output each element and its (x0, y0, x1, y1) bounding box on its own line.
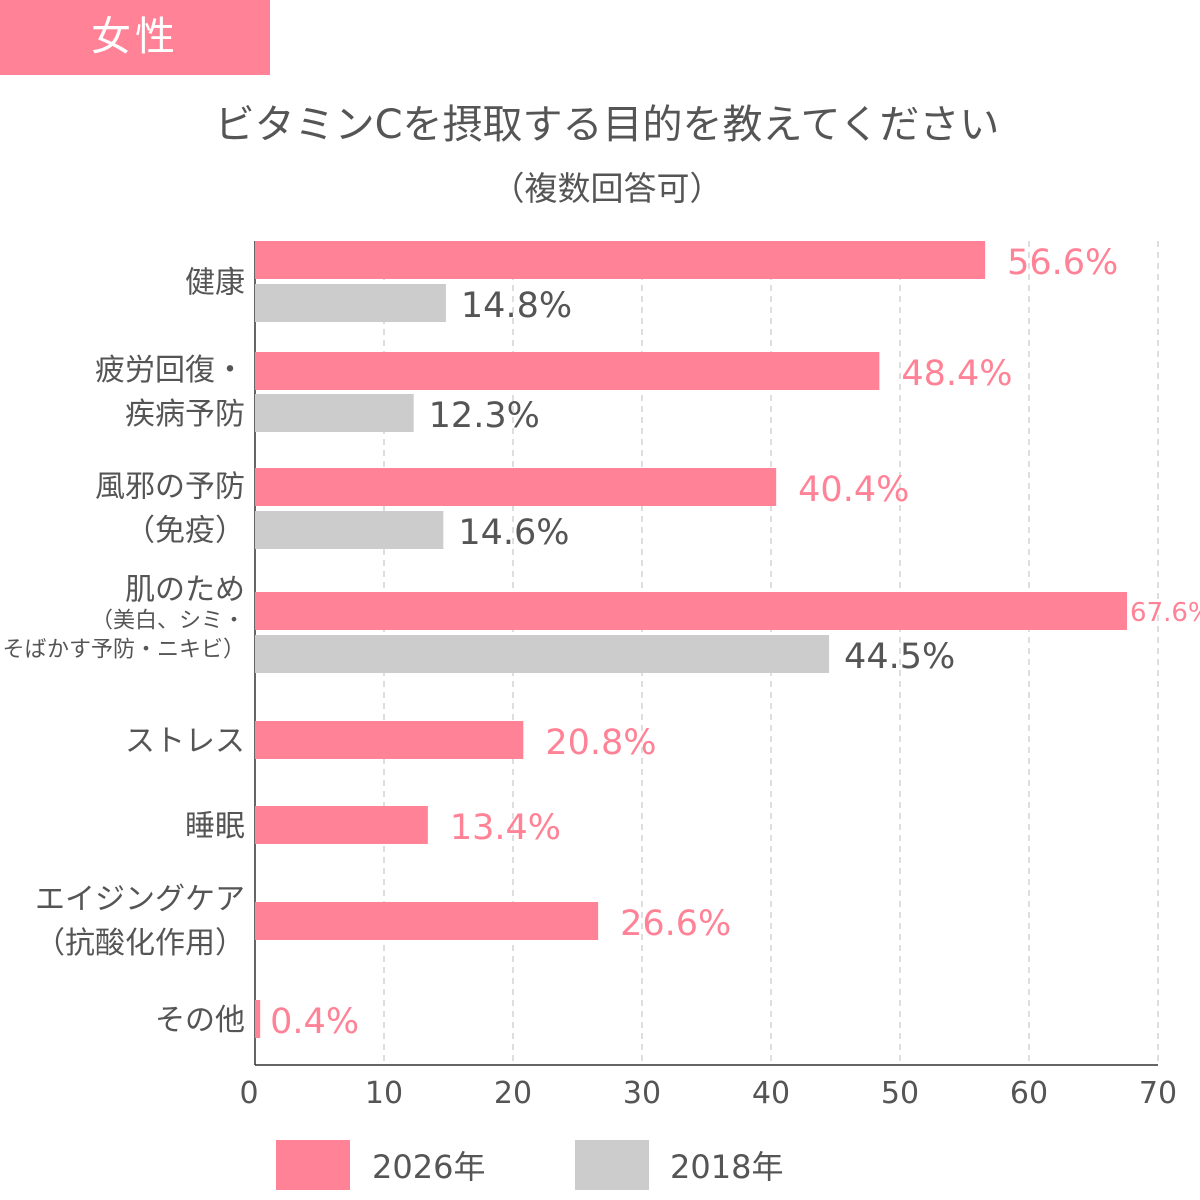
legend-label: 2026年 (372, 1148, 485, 1186)
bar-2026 (255, 241, 986, 279)
value-label-2026: 56.6% (1007, 243, 1118, 283)
category-label: （美白、シミ・ (91, 609, 245, 634)
category-label: ストレス (125, 724, 245, 759)
category-label: 肌のため (125, 573, 245, 608)
category-label: 疾病予防 (125, 397, 245, 432)
value-label-2026: 48.4% (901, 354, 1012, 394)
value-label-2026: 26.6% (620, 904, 731, 944)
legend-swatch (575, 1140, 649, 1190)
bar-2026 (255, 592, 1128, 630)
x-tick-label: 40 (752, 1076, 790, 1111)
x-tick-label: 60 (1010, 1076, 1048, 1111)
bar-2026 (255, 468, 777, 506)
category-label: その他 (155, 1003, 245, 1038)
x-tick-label: 0 (239, 1076, 258, 1111)
chart-subtitle: （複数回答可） (491, 169, 723, 208)
value-label-2026: 67.6% (1130, 598, 1200, 628)
value-label-2026: 0.4% (270, 1002, 359, 1042)
bar-2026 (255, 806, 428, 844)
bar-2026 (255, 902, 599, 940)
category-label: 健康 (185, 266, 245, 301)
legend-label: 2018年 (670, 1148, 783, 1186)
value-label-2026: 20.8% (545, 723, 656, 763)
x-tick-label: 30 (623, 1076, 661, 1111)
bar-2026 (255, 352, 880, 390)
value-label-2018: 14.6% (458, 513, 569, 553)
value-label-2018: 12.3% (429, 396, 540, 436)
bar-2026 (255, 1000, 261, 1038)
value-label-2026: 40.4% (798, 470, 909, 510)
category-label: （抗酸化作用） (35, 926, 245, 961)
value-label-2018: 44.5% (844, 637, 955, 677)
x-tick-label: 70 (1139, 1076, 1177, 1111)
x-tick-label: 10 (365, 1076, 403, 1111)
category-label: （免疫） (125, 514, 245, 549)
value-label-2018: 14.8% (461, 286, 572, 326)
bar-2018 (255, 635, 830, 673)
x-tick-label: 50 (881, 1076, 919, 1111)
bar-2018 (255, 284, 446, 322)
bar-2018 (255, 511, 444, 549)
category-label: そばかす予防・ニキビ） (3, 638, 245, 663)
legend-swatch (276, 1140, 350, 1190)
category-label: エイジングケア (35, 882, 245, 917)
bar-2026 (255, 721, 524, 759)
gender-badge: 女性 (0, 0, 270, 75)
value-label-2026: 13.4% (450, 808, 561, 848)
category-label: 睡眠 (185, 809, 245, 844)
category-label: 風邪の予防 (95, 470, 245, 505)
category-label: 疲労回復・ (95, 353, 245, 388)
chart-title: ビタミンCを摂取する目的を教えてください (214, 102, 1000, 148)
bar-2018 (255, 394, 414, 432)
x-tick-label: 20 (494, 1076, 532, 1111)
